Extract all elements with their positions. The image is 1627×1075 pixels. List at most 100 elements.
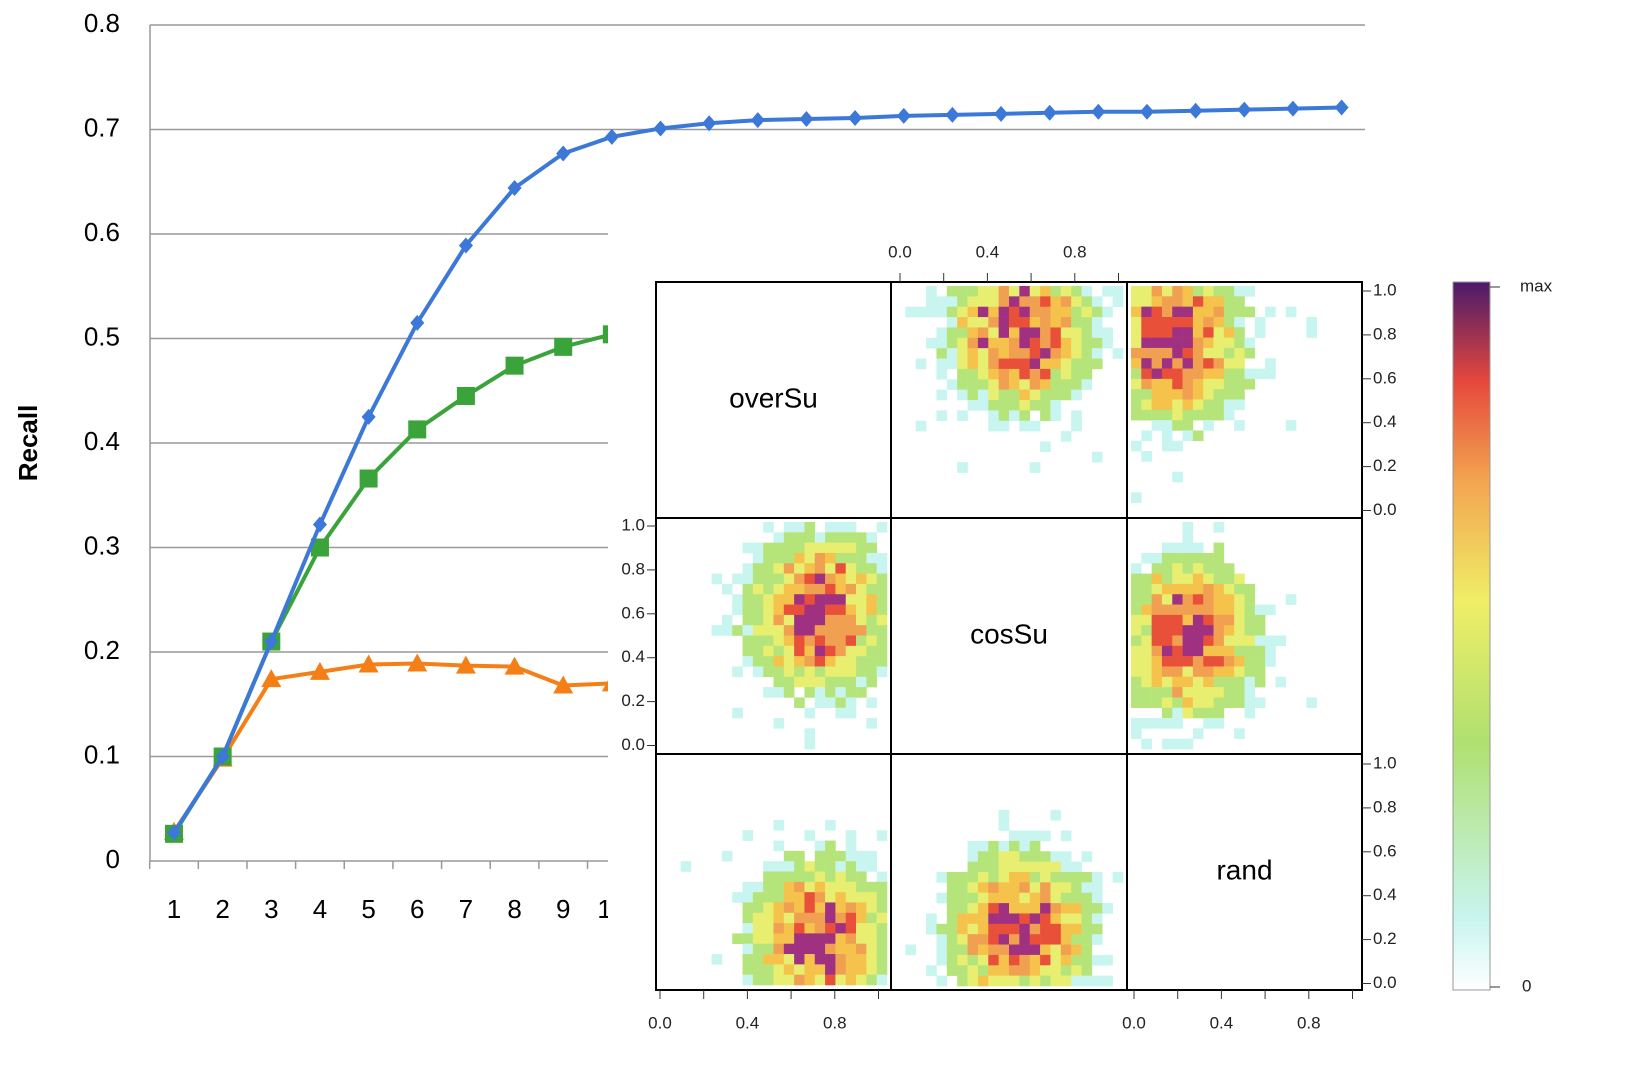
heat-cell bbox=[1141, 625, 1152, 636]
heat-cell bbox=[804, 892, 816, 903]
heat-cell bbox=[845, 625, 857, 636]
heat-cell bbox=[1071, 348, 1082, 359]
heat-cell bbox=[1244, 604, 1256, 616]
heat-cell bbox=[1050, 809, 1062, 821]
heat-cell bbox=[1009, 872, 1020, 883]
heat-cell bbox=[1213, 327, 1225, 338]
heat-cell bbox=[1102, 286, 1113, 297]
heat-cell bbox=[835, 871, 847, 883]
heat-cell bbox=[1151, 327, 1163, 338]
heat-cell bbox=[1141, 337, 1152, 349]
heat-cell bbox=[876, 594, 888, 605]
axis-tick-label: 0.0 bbox=[1122, 1013, 1146, 1032]
heat-cell bbox=[1244, 368, 1256, 380]
heat-cell bbox=[1182, 368, 1194, 380]
heat-cell bbox=[1141, 687, 1152, 698]
axis-tick-label: 0.4 bbox=[976, 242, 1000, 261]
heat-cell bbox=[1172, 625, 1183, 636]
axis-tick-label: 0.4 bbox=[736, 1013, 760, 1032]
heat-cell bbox=[804, 912, 816, 924]
heat-cell bbox=[998, 851, 1010, 862]
heat-cell bbox=[1131, 614, 1142, 626]
heat-cell bbox=[1203, 594, 1214, 605]
heat-cell bbox=[1040, 954, 1051, 966]
heat-cell bbox=[794, 974, 805, 986]
heat-cell bbox=[1029, 861, 1041, 873]
heat-cell bbox=[825, 687, 836, 698]
heat-cell bbox=[794, 625, 805, 636]
heat-cell bbox=[825, 881, 836, 893]
x-tick-label: 2 bbox=[215, 894, 229, 924]
heat-cell bbox=[1244, 656, 1256, 667]
heat-cell bbox=[977, 965, 989, 976]
heat-cell bbox=[1182, 635, 1194, 647]
marker bbox=[556, 145, 571, 162]
heat-cell bbox=[804, 645, 816, 657]
heat-cell bbox=[1161, 697, 1173, 709]
colorbar bbox=[1452, 281, 1491, 991]
heat-cell bbox=[1081, 317, 1093, 328]
marker bbox=[361, 408, 376, 425]
marker bbox=[702, 115, 717, 132]
heat-cell bbox=[1019, 368, 1031, 380]
heat-cell bbox=[1151, 389, 1163, 400]
heat-cell bbox=[1050, 903, 1062, 914]
heat-cell bbox=[957, 410, 968, 422]
heat-cell bbox=[1040, 892, 1051, 904]
heat-cell bbox=[752, 954, 764, 965]
heat-cell bbox=[1172, 327, 1183, 338]
heat-cell bbox=[988, 306, 999, 318]
heat-cell bbox=[957, 358, 968, 370]
heat-cell bbox=[856, 552, 867, 564]
heat-cell bbox=[825, 943, 836, 955]
x-tick-label: 8 bbox=[507, 894, 521, 924]
heat-cell bbox=[763, 871, 774, 883]
heat-cell bbox=[1151, 306, 1163, 318]
heat-cell bbox=[711, 573, 723, 585]
heat-cell bbox=[1223, 594, 1235, 605]
heat-cell bbox=[998, 975, 1010, 987]
heat-cell bbox=[856, 563, 867, 574]
heat-cell bbox=[763, 933, 774, 945]
heat-cell bbox=[1019, 975, 1031, 987]
heat-cell bbox=[1234, 337, 1245, 349]
heat-cell bbox=[1019, 389, 1031, 401]
heat-cell bbox=[1172, 583, 1183, 595]
heat-cell bbox=[1234, 697, 1245, 709]
heat-cell bbox=[825, 933, 836, 945]
heat-cell bbox=[835, 687, 847, 698]
heat-cell bbox=[998, 965, 1010, 976]
heat-cell bbox=[732, 625, 743, 636]
heat-cell bbox=[1029, 882, 1041, 894]
heat-cell bbox=[825, 871, 836, 883]
heat-cell bbox=[1131, 409, 1142, 421]
heat-cell bbox=[1203, 368, 1214, 380]
heat-cell bbox=[967, 327, 979, 339]
heat-cell bbox=[814, 954, 826, 965]
marker bbox=[358, 654, 379, 673]
heat-cell bbox=[845, 707, 857, 719]
heat-cell bbox=[1019, 358, 1031, 370]
heat-cell bbox=[977, 400, 989, 411]
axis-tick-label: 0.0 bbox=[888, 242, 912, 261]
heat-cell bbox=[835, 697, 847, 709]
heat-cell bbox=[1060, 337, 1072, 349]
heat-cell bbox=[1081, 892, 1093, 904]
heat-cell bbox=[825, 850, 836, 862]
axis-tick-label: 0.2 bbox=[1373, 456, 1397, 475]
heat-cell bbox=[783, 594, 795, 605]
heat-cell bbox=[1019, 420, 1031, 432]
heat-cell bbox=[1223, 625, 1235, 636]
heat-cell bbox=[814, 881, 826, 893]
heat-cell bbox=[876, 923, 888, 934]
heat-cell bbox=[1161, 286, 1173, 297]
heat-cell bbox=[1265, 358, 1276, 369]
heat-cell bbox=[866, 954, 877, 965]
heat-cell bbox=[1161, 389, 1173, 400]
heat-cell bbox=[936, 337, 948, 349]
heat-cell bbox=[1265, 635, 1276, 647]
heat-cell bbox=[876, 583, 888, 595]
heat-cell bbox=[1029, 975, 1041, 987]
heat-cell bbox=[967, 872, 979, 883]
heat-cell bbox=[1203, 635, 1214, 647]
